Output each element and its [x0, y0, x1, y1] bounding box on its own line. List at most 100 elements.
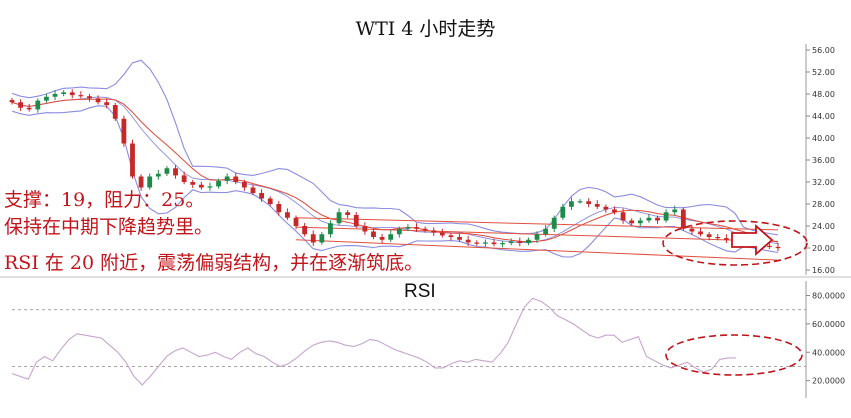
- candle-body: [629, 220, 635, 224]
- candle-body: [69, 92, 75, 96]
- candle-body: [439, 232, 445, 236]
- candle-body: [35, 100, 41, 110]
- candle-body: [775, 246, 781, 249]
- candle-body: [181, 175, 187, 182]
- candle-body: [448, 235, 454, 237]
- candle-body: [112, 105, 118, 119]
- candle-body: [61, 92, 67, 94]
- candle-body: [723, 238, 729, 240]
- candle-body: [680, 209, 686, 229]
- annotation-support-resistance: 支撑：19，阻力：25。: [4, 189, 205, 211]
- candle-body: [26, 107, 32, 110]
- candle-body: [517, 241, 523, 244]
- candle-body: [766, 245, 772, 247]
- price-tick-label: 56.00: [812, 46, 835, 55]
- candle-body: [293, 217, 299, 226]
- candle-body: [560, 206, 566, 218]
- candle-body: [612, 209, 617, 213]
- candle-body: [465, 239, 471, 243]
- bollinger-lower-band: [11, 105, 779, 258]
- candle-body: [78, 95, 84, 97]
- moving-average-slow: [11, 98, 779, 243]
- price-tick-label: 40.00: [812, 134, 835, 143]
- candle-body: [603, 206, 609, 210]
- candle-body: [164, 168, 170, 174]
- rsi-highlight-ellipse: [665, 334, 803, 376]
- price-highlight-ellipse: [662, 220, 808, 266]
- candle-body: [216, 180, 221, 187]
- candle-body: [551, 217, 557, 229]
- candle-body: [388, 234, 394, 240]
- price-tick-label: 20.00: [812, 244, 835, 253]
- candle-body: [655, 217, 660, 221]
- candle-body: [482, 242, 488, 244]
- bollinger-upper-band: [11, 59, 779, 236]
- rsi-tick-label: 60.0000: [812, 320, 845, 329]
- candle-body: [198, 184, 204, 188]
- candle-body: [9, 100, 15, 103]
- candle-body: [715, 237, 721, 239]
- candle-body: [267, 198, 273, 204]
- candle-body: [405, 227, 411, 229]
- annotation-rsi: RSI 在 20 附近，震荡偏弱结构，并在逐渐筑底。: [4, 252, 424, 274]
- arrow-right-icon: [731, 224, 774, 256]
- candle-body: [250, 187, 256, 193]
- candle-body: [87, 96, 92, 99]
- candle-body: [52, 94, 58, 97]
- rsi-tick-label: 20.0000: [812, 377, 845, 386]
- bollinger-middle-band: [11, 96, 779, 245]
- price-tick-label: 32.00: [812, 178, 835, 187]
- candle-body: [491, 242, 497, 245]
- candle-body: [362, 226, 368, 232]
- candle-body: [44, 96, 49, 101]
- candle-body: [543, 228, 549, 235]
- price-tick-label: 44.00: [812, 112, 835, 121]
- candle-body: [121, 118, 127, 144]
- candle-body: [508, 241, 514, 244]
- candle-body: [457, 237, 462, 240]
- candle-body: [534, 234, 540, 240]
- price-tick-label: 48.00: [812, 90, 835, 99]
- candle-body: [500, 243, 505, 245]
- candle-body: [431, 230, 437, 233]
- rsi-panel-label: RSI: [404, 281, 436, 302]
- candle-body: [18, 102, 24, 108]
- candle-body: [173, 168, 178, 176]
- candle-body: [224, 176, 230, 181]
- annotation-trend: 保持在中期下降趋势里。: [4, 216, 214, 238]
- candle-body: [336, 212, 342, 224]
- candle-body: [130, 143, 135, 177]
- candle-body: [233, 176, 239, 182]
- candle-body: [698, 231, 703, 235]
- candle-body: [207, 186, 213, 188]
- candle-body: [285, 212, 290, 218]
- page-title: WTI 4 小时走势: [355, 18, 496, 40]
- candle-body: [422, 228, 428, 231]
- rsi-tick-label: 40.0000: [812, 348, 845, 357]
- candle-body: [95, 98, 101, 103]
- price-tick-label: 28.00: [812, 200, 835, 209]
- candle-body: [155, 173, 161, 177]
- price-tick-label: 36.00: [812, 156, 835, 165]
- rsi-tick-label: 80.0000: [812, 292, 845, 301]
- candle-body: [328, 223, 333, 235]
- trend-line-lower: [296, 239, 779, 261]
- price-tick-label: 52.00: [812, 68, 835, 77]
- candle-body: [414, 227, 419, 229]
- trend-line-upper: [296, 217, 779, 231]
- price-tick-label: 24.00: [812, 222, 835, 231]
- candle-body: [396, 228, 402, 235]
- candle-body: [241, 182, 247, 188]
- candle-body: [620, 212, 626, 221]
- candle-body: [689, 228, 695, 232]
- candle-body: [569, 201, 574, 207]
- candle-body: [310, 234, 316, 243]
- candle-body: [147, 176, 153, 188]
- candle-body: [594, 204, 600, 207]
- candle-body: [353, 215, 359, 226]
- candle-body: [190, 182, 196, 185]
- candle-body: [672, 209, 678, 213]
- candle-body: [379, 237, 385, 240]
- candle-body: [474, 242, 480, 244]
